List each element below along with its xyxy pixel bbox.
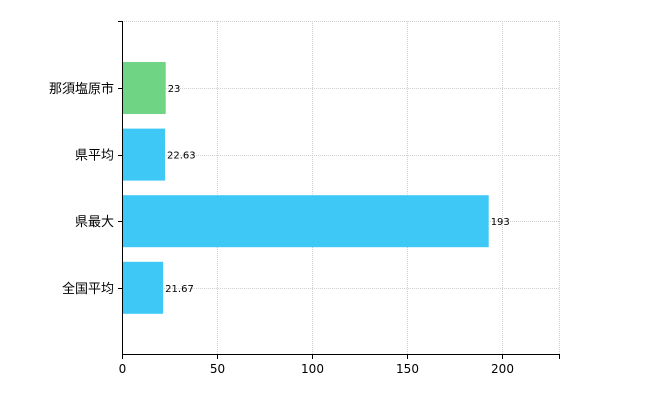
- x-tick-label: 0: [119, 362, 127, 376]
- x-tick-label: 200: [491, 362, 514, 376]
- bar-2: [122, 195, 489, 248]
- x-tick-label: 100: [301, 362, 324, 376]
- bar-0: [122, 62, 166, 114]
- category-label: 全国平均: [62, 281, 114, 297]
- grid: [122, 21, 560, 354]
- axes: [118, 21, 560, 359]
- category-label: 県平均: [75, 149, 114, 164]
- value-label: 22.63: [167, 151, 196, 162]
- labels: 23 那須塩原市 22.63 県平均 193 県最大 21.67 全国平均 0 50 100 150 2…: [49, 81, 514, 376]
- bars: [122, 62, 489, 314]
- bar-3: [122, 261, 164, 314]
- category-label: 県最大: [75, 215, 114, 230]
- x-tick-label: 150: [396, 362, 419, 376]
- x-tick-label: 50: [210, 362, 225, 376]
- value-label: 21.67: [165, 284, 194, 295]
- bar-1: [122, 128, 165, 181]
- category-label: 那須塩原市: [49, 81, 114, 97]
- value-label: 23: [168, 84, 181, 95]
- value-label: 193: [491, 217, 510, 228]
